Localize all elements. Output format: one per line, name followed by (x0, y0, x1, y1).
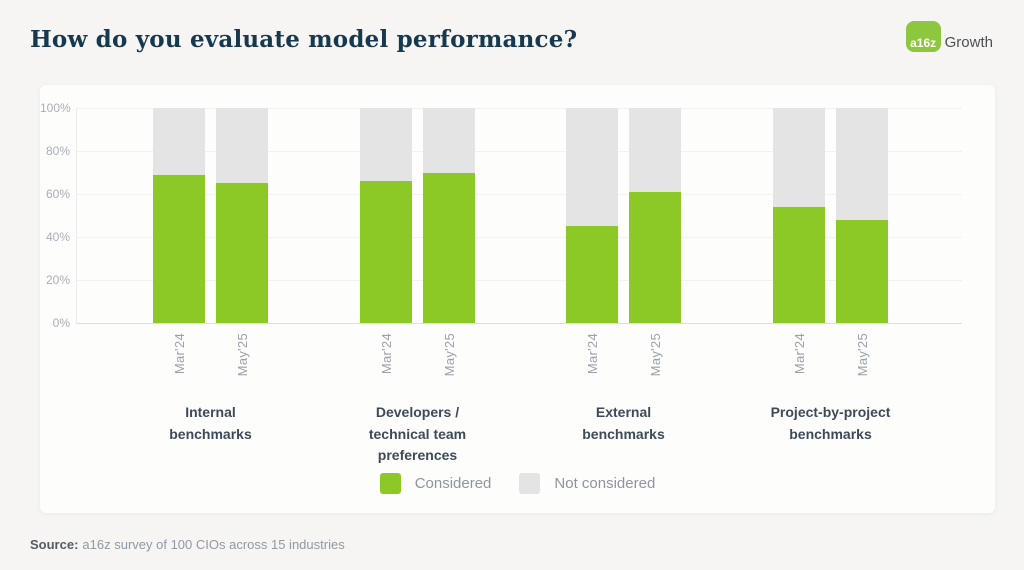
stacked-bar-chart: 0% 20% 40% 60% 80% 100% Mar'24 May'25 Internal b… (40, 85, 995, 513)
chart-panel: 0% 20% 40% 60% 80% 100% Mar'24 May'25 Internal b… (40, 85, 995, 513)
gridline (76, 151, 962, 152)
bar-considered-segment (423, 172, 475, 323)
x-tick-label-text: May'25 (441, 333, 457, 377)
x-tick-label-text: Mar'24 (584, 333, 600, 375)
y-axis-tick-label: 20% (45, 273, 70, 287)
category-label: External benchmarks (582, 404, 665, 442)
y-axis-tick-label: 40% (45, 230, 70, 244)
x-tick-label: Mar'24 (153, 333, 205, 399)
y-axis-tick-label: 80% (45, 144, 70, 158)
x-tick-label-text: Mar'24 (378, 333, 394, 375)
bar-considered-segment (773, 206, 825, 323)
gridline (76, 108, 962, 109)
category-label: Developers / technical team preferences (368, 404, 467, 464)
x-tick-label: May'25 (629, 333, 681, 399)
bar-considered-segment (836, 219, 888, 323)
bar-considered-segment (216, 183, 268, 323)
x-tick-label: Mar'24 (360, 333, 412, 399)
gridline (76, 194, 962, 195)
x-tick-label-text: Mar'24 (171, 333, 187, 375)
category-label: Project-by-project benchmarks (770, 404, 891, 442)
gridline (76, 323, 962, 324)
y-axis-tick-label: 60% (45, 187, 70, 201)
y-axis-tick-label: 100% (40, 101, 71, 115)
x-tick-label: Mar'24 (773, 333, 825, 399)
bar-not-considered-segment (360, 108, 412, 323)
a16z-logo-text: a16z (910, 36, 937, 50)
legend-item-considered: Considered (379, 473, 492, 494)
x-tick-label-text: May'25 (647, 333, 663, 377)
bar-not-considered-segment (773, 108, 825, 323)
chart-legend: Considered Not considered (40, 473, 995, 494)
x-tick-label-text: May'25 (854, 333, 870, 377)
a16z-logo-badge: a16z (905, 21, 941, 52)
gridline (76, 280, 962, 281)
bar-considered-segment (629, 191, 681, 323)
bar-considered-segment (360, 181, 412, 323)
bar-not-considered-segment (836, 108, 888, 323)
source-label: Source: (30, 537, 79, 552)
y-axis-line (76, 108, 77, 323)
source-note: Source: a16z survey of 100 CIOs across 15… (30, 537, 345, 552)
bar-considered-segment (566, 226, 618, 323)
legend-swatch-considered (379, 473, 401, 494)
bar-not-considered-segment (423, 108, 475, 323)
bar-considered-segment (153, 174, 205, 323)
x-tick-label-text: Mar'24 (791, 333, 807, 375)
bar-not-considered-segment (153, 108, 205, 323)
y-axis-tick-label: 0% (52, 316, 70, 330)
x-tick-label: May'25 (216, 333, 268, 399)
bar-not-considered-segment (629, 108, 681, 323)
page-title: How do you evaluate model performance? (30, 26, 578, 53)
gridline (76, 237, 962, 238)
legend-label-considered: Considered (414, 475, 492, 492)
bar-not-considered-segment (566, 108, 618, 323)
legend-label-not-considered: Not considered (554, 475, 656, 492)
source-text: a16z survey of 100 CIOs across 15 indust… (82, 537, 345, 552)
bar-not-considered-segment (216, 108, 268, 323)
category-label: Internal benchmarks (169, 404, 252, 442)
x-tick-label: May'25 (423, 333, 475, 399)
legend-item-not-considered: Not considered (519, 473, 655, 494)
legend-swatch-not-considered (519, 473, 541, 494)
a16z-growth-logo: a16z Growth (905, 21, 993, 52)
x-tick-label-text: May'25 (234, 333, 250, 377)
logo-brand-text: Growth (944, 34, 993, 51)
x-tick-label: Mar'24 (566, 333, 618, 399)
x-tick-label: May'25 (836, 333, 888, 399)
